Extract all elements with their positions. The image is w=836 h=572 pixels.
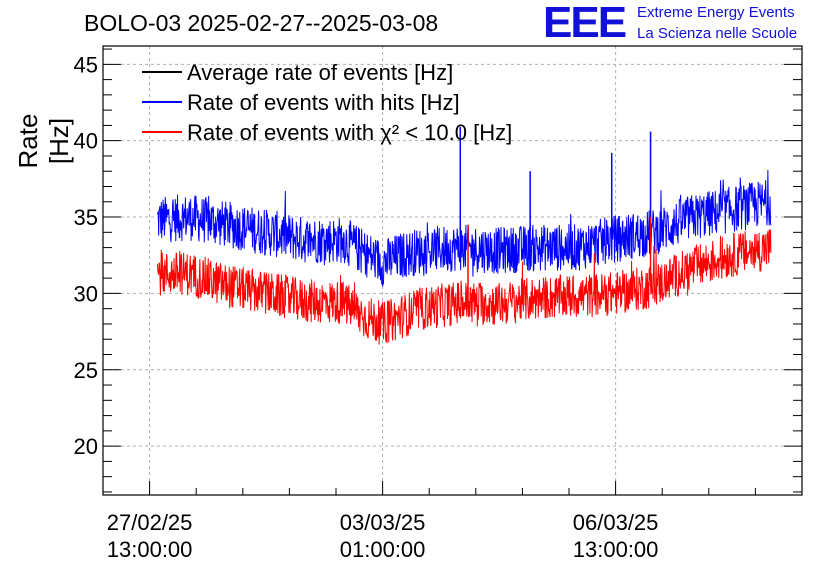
y-axis-label: Rate [Hz]	[13, 113, 74, 169]
chart-title: BOLO-03 2025-02-27--2025-03-08	[84, 10, 439, 36]
series-chi2-line	[156, 229, 772, 345]
y-tick-label: 20	[74, 434, 98, 459]
x-tick-label-time: 01:00:00	[340, 537, 426, 562]
legend-label: Average rate of events [Hz]	[187, 60, 453, 85]
y-tick-label: 25	[74, 358, 98, 383]
y-tick-label: 35	[74, 205, 98, 230]
y-tick-label: 30	[74, 281, 98, 306]
eee-logo: EEE	[543, 0, 627, 47]
x-tick-label-date: 27/02/25	[107, 510, 193, 535]
legend-label: Rate of events with χ² < 10.0 [Hz]	[187, 120, 512, 145]
series-hits-line	[156, 169, 772, 287]
x-tick-label-time: 13:00:00	[107, 537, 193, 562]
x-tick-label-time: 13:00:00	[573, 537, 659, 562]
plot-frame	[102, 45, 803, 496]
y-tick-label: 40	[74, 129, 98, 154]
y-tick-label: 45	[74, 52, 98, 77]
logo-line-1: Extreme Energy Events	[637, 4, 795, 21]
legend-label: Rate of events with hits [Hz]	[187, 90, 460, 115]
logo-line-2: La Scienza nelle Scuole	[637, 25, 798, 42]
x-tick-label-date: 06/03/25	[573, 510, 659, 535]
x-tick-label-date: 03/03/25	[340, 510, 426, 535]
